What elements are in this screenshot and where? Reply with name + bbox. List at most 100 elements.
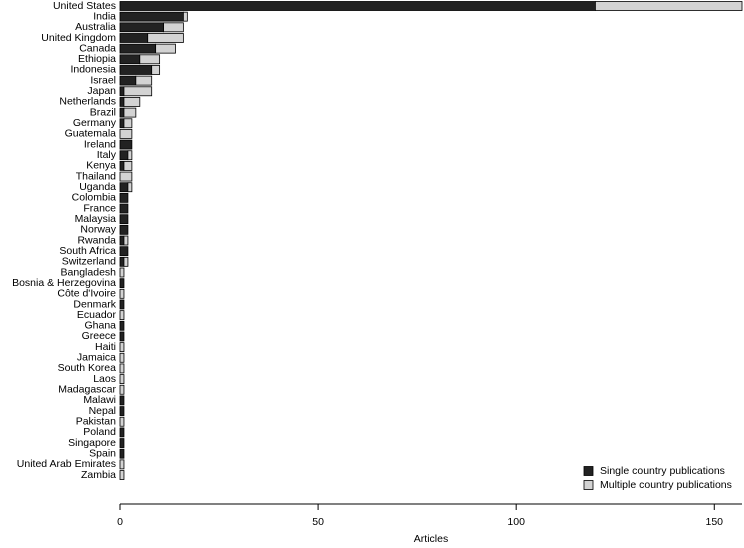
legend-label: Multiple country publications bbox=[600, 479, 732, 491]
y-tick-label: Indonesia bbox=[70, 64, 116, 76]
bar-segment bbox=[119, 416, 125, 427]
bar-segment bbox=[127, 150, 133, 161]
bar-segment bbox=[119, 129, 133, 139]
bar-segment bbox=[155, 43, 176, 54]
y-tick-label: Rwanda bbox=[77, 234, 116, 246]
bar-segment bbox=[119, 395, 125, 406]
y-tick-label: Bangladesh bbox=[61, 266, 117, 278]
bar-segment bbox=[119, 352, 125, 363]
y-tick-label: France bbox=[83, 202, 116, 214]
y-tick-label: Singapore bbox=[68, 437, 116, 449]
legend-swatch bbox=[583, 480, 594, 490]
bar-segment bbox=[119, 384, 125, 395]
bar-segment bbox=[119, 43, 157, 54]
bar-segment bbox=[119, 171, 133, 182]
y-tick-label: Netherlands bbox=[59, 96, 116, 108]
bar-segment bbox=[119, 139, 133, 150]
bar-segment bbox=[119, 54, 141, 65]
bar-segment bbox=[123, 118, 133, 129]
y-tick-label: Kenya bbox=[86, 160, 116, 172]
bar-segment bbox=[119, 470, 125, 480]
y-tick-label: Haiti bbox=[95, 341, 116, 353]
bar-segment bbox=[119, 86, 125, 97]
bar-segment bbox=[123, 235, 129, 246]
y-tick-label: Poland bbox=[83, 426, 116, 438]
y-tick-label: Brazil bbox=[90, 106, 116, 118]
y-tick-label: Nepal bbox=[89, 405, 116, 417]
bar-segment bbox=[119, 310, 125, 321]
y-tick-label: Malawi bbox=[83, 394, 116, 406]
bar-segment bbox=[151, 65, 161, 75]
bar-segment bbox=[595, 1, 743, 11]
y-tick-label: Denmark bbox=[73, 298, 116, 310]
legend-swatch bbox=[583, 466, 594, 476]
y-tick-label: United Kingdom bbox=[41, 32, 116, 44]
bar-segment bbox=[119, 1, 596, 11]
bar-segment bbox=[119, 331, 125, 342]
bar-segment bbox=[119, 118, 125, 129]
bar-segment bbox=[119, 342, 125, 353]
bar-segment bbox=[119, 203, 129, 214]
y-tick-label: South Africa bbox=[59, 245, 116, 257]
x-tick-label: 100 bbox=[507, 516, 525, 528]
y-tick-label: Ireland bbox=[84, 138, 116, 150]
y-tick-label: Norway bbox=[80, 224, 116, 236]
y-tick-label: Spain bbox=[89, 448, 116, 460]
bar-segment bbox=[123, 160, 133, 171]
bar-segment bbox=[119, 256, 125, 267]
bar-segment bbox=[119, 150, 129, 161]
y-tick-label: Ecuador bbox=[77, 309, 117, 321]
bar-segment bbox=[163, 22, 184, 33]
bar-segment bbox=[182, 11, 188, 22]
bar-segment bbox=[119, 33, 149, 43]
bar-segment bbox=[119, 374, 125, 385]
x-tick-label: 150 bbox=[706, 516, 724, 528]
y-tick-label: United States bbox=[53, 0, 116, 12]
y-tick-label: Côte d'Ivoire bbox=[57, 288, 116, 300]
bar-segment bbox=[119, 320, 125, 331]
bar-segment bbox=[119, 288, 125, 299]
bar-segment bbox=[119, 192, 129, 203]
bar-segment bbox=[119, 65, 153, 75]
y-tick-label: Switzerland bbox=[62, 256, 116, 268]
bar-segment bbox=[123, 86, 153, 97]
x-tick-label: 50 bbox=[312, 516, 324, 528]
bar-segment bbox=[119, 438, 125, 448]
y-tick-label: Ghana bbox=[84, 320, 116, 332]
bar-segment bbox=[119, 363, 125, 374]
bar-segment bbox=[119, 160, 125, 171]
bar-segment bbox=[119, 448, 125, 459]
y-tick-label: Greece bbox=[82, 330, 117, 342]
y-tick-label: Australia bbox=[75, 21, 116, 33]
bar-segment bbox=[119, 224, 129, 235]
y-tick-label: Japan bbox=[87, 85, 116, 97]
y-tick-label: Guatemala bbox=[65, 128, 117, 140]
y-tick-label: Zambia bbox=[81, 469, 116, 481]
bar-segment bbox=[135, 75, 153, 86]
bar-segment bbox=[119, 182, 129, 193]
bar-segment bbox=[119, 299, 125, 310]
bar-segment bbox=[119, 11, 184, 22]
y-tick-label: United Arab Emirates bbox=[17, 458, 116, 470]
y-tick-label: Pakistan bbox=[76, 416, 116, 428]
bar-segment bbox=[119, 214, 129, 225]
bar-segment bbox=[119, 107, 125, 118]
legend-label: Single country publications bbox=[600, 465, 725, 477]
y-tick-label: Jamaica bbox=[77, 352, 116, 364]
bar-segment bbox=[119, 75, 137, 86]
bar-segment bbox=[119, 235, 125, 246]
y-tick-label: Germany bbox=[73, 117, 117, 129]
bar-segment bbox=[119, 406, 125, 416]
y-tick-label: Canada bbox=[79, 42, 116, 54]
bar-segment bbox=[123, 256, 129, 267]
y-tick-label: Uganda bbox=[79, 181, 116, 193]
bar-segment bbox=[119, 459, 125, 470]
y-tick-label: Bosnia & Herzegovina bbox=[12, 277, 116, 289]
bar-segment bbox=[119, 97, 125, 107]
bar-segment bbox=[147, 33, 184, 43]
bar-segment bbox=[123, 97, 141, 107]
y-tick-label: Laos bbox=[93, 373, 116, 385]
y-tick-label: South Korea bbox=[58, 362, 117, 374]
bar-segment bbox=[139, 54, 161, 65]
